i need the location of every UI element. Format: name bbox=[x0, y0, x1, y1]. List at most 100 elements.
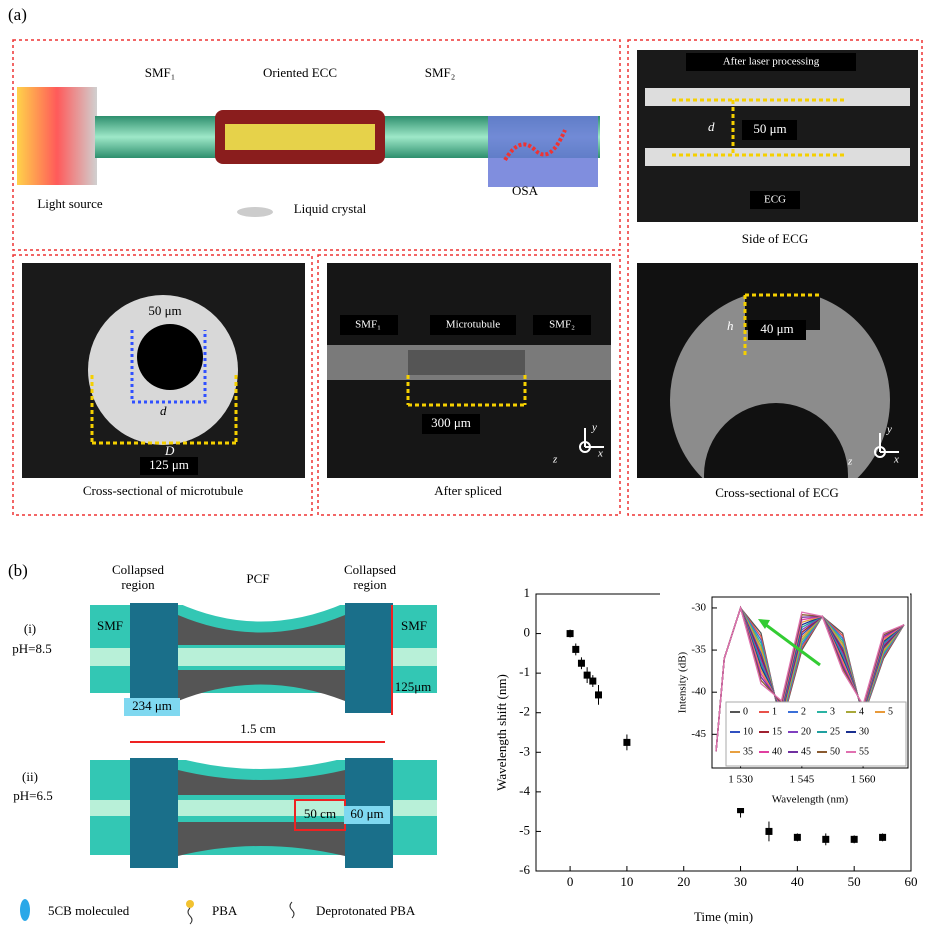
legend-label: 2 bbox=[801, 706, 806, 717]
label: SMF₁ bbox=[145, 65, 176, 80]
label: y bbox=[886, 424, 892, 436]
y-tick-label: -5 bbox=[519, 822, 530, 837]
label: Light source bbox=[37, 196, 103, 211]
x-tick-label: 10 bbox=[620, 874, 633, 889]
label: (ii) bbox=[22, 769, 38, 784]
label: 50 cm bbox=[304, 806, 336, 821]
x-tick-label: 60 bbox=[905, 874, 918, 889]
legend-label: 5CB moleculed bbox=[48, 903, 130, 918]
legend-label: 25 bbox=[830, 726, 840, 737]
caption: Side of ECG bbox=[742, 231, 808, 246]
point bbox=[578, 660, 585, 667]
y-tick-label: -30 bbox=[691, 601, 706, 613]
label: d bbox=[160, 403, 167, 418]
legend-label: 55 bbox=[859, 746, 869, 757]
label: h bbox=[727, 318, 734, 333]
label: z bbox=[552, 454, 558, 466]
caption: After spliced bbox=[434, 483, 502, 498]
label: SMF bbox=[97, 618, 123, 633]
label: Oriented ECC bbox=[263, 65, 337, 80]
label: ECG bbox=[764, 194, 786, 206]
label: SMF₁ bbox=[355, 319, 381, 331]
legend-label: Deprotonated PBA bbox=[316, 903, 416, 918]
label: 60 μm bbox=[350, 806, 383, 821]
label: pH=6.5 bbox=[13, 788, 52, 803]
label: 234 μm bbox=[132, 698, 172, 713]
legend-label: 10 bbox=[743, 726, 753, 737]
label: Collapsed region bbox=[95, 562, 181, 596]
legend-label: 50 bbox=[830, 746, 840, 757]
point bbox=[595, 691, 602, 698]
point bbox=[879, 834, 886, 841]
photo bbox=[327, 263, 611, 478]
label: Liquid crystal bbox=[294, 201, 367, 216]
label: z bbox=[847, 456, 853, 468]
x-tick-label: 20 bbox=[677, 874, 690, 889]
point bbox=[572, 646, 579, 653]
label: Collapsed region bbox=[327, 562, 413, 596]
point bbox=[822, 836, 829, 843]
label: 300 μm bbox=[431, 415, 471, 430]
legend-label: 1 bbox=[772, 706, 777, 717]
y-tick-label: -40 bbox=[691, 686, 706, 698]
x-tick-label: 50 bbox=[848, 874, 861, 889]
y-tick-label: 1 bbox=[524, 585, 531, 600]
legend-label: 20 bbox=[801, 726, 811, 737]
legend-label: 5 bbox=[888, 706, 893, 717]
label: PCF bbox=[246, 571, 269, 586]
point bbox=[765, 828, 772, 835]
y-tick-label: -45 bbox=[691, 728, 706, 740]
x-tick-label: 1 545 bbox=[789, 774, 814, 786]
label: Collapsed region bbox=[95, 562, 181, 592]
label: D bbox=[164, 443, 175, 458]
x-axis-label: Time (min) bbox=[694, 909, 753, 924]
label: 40 μm bbox=[760, 321, 793, 336]
label: 50 μm bbox=[753, 121, 786, 136]
legend-label: 30 bbox=[859, 726, 869, 737]
label: x bbox=[597, 448, 603, 460]
point bbox=[794, 834, 801, 841]
panel-label: (a) bbox=[8, 5, 27, 24]
y-tick-label: 0 bbox=[524, 625, 531, 640]
point bbox=[567, 630, 574, 637]
y-axis-label: Intensity (dB) bbox=[677, 651, 689, 713]
point bbox=[851, 836, 858, 843]
point bbox=[589, 678, 596, 685]
label: Microtubule bbox=[446, 319, 500, 331]
x-tick-label: 1 560 bbox=[851, 774, 876, 786]
label: SMF bbox=[401, 618, 427, 633]
label: 50 μm bbox=[148, 303, 181, 318]
x-tick-label: 40 bbox=[791, 874, 804, 889]
fiber-schematic bbox=[20, 603, 437, 924]
x-tick-label: 30 bbox=[734, 874, 747, 889]
label: OSA bbox=[512, 183, 539, 198]
point bbox=[623, 739, 630, 746]
x-axis-label: Wavelength (nm) bbox=[772, 794, 849, 806]
photo bbox=[637, 263, 918, 547]
caption: Cross-sectional of microtubule bbox=[83, 483, 244, 498]
photo bbox=[22, 263, 305, 478]
legend-label: 3 bbox=[830, 706, 835, 717]
figure: (a) SMF₁ Oriented ECC SMF₂ Light source … bbox=[0, 0, 929, 932]
y-tick-label: -4 bbox=[519, 783, 530, 798]
y-tick-label: -6 bbox=[519, 862, 530, 877]
label: d bbox=[708, 119, 715, 134]
label: 1.5 cm bbox=[240, 721, 275, 736]
y-tick-label: -2 bbox=[519, 704, 530, 719]
x-tick-label: 1 530 bbox=[728, 774, 753, 786]
label: 125μm bbox=[395, 679, 432, 694]
y-axis-label: Wavelength shift (nm) bbox=[494, 674, 509, 791]
legend-label: 0 bbox=[743, 706, 748, 717]
y-tick-label: -35 bbox=[691, 644, 706, 656]
legend-label: 40 bbox=[772, 746, 782, 757]
label: SMF₂ bbox=[549, 319, 575, 331]
legend-label: 35 bbox=[743, 746, 753, 757]
caption: Cross-sectional of ECG bbox=[715, 485, 838, 500]
label: pH=8.5 bbox=[12, 641, 51, 656]
label: After laser processing bbox=[723, 56, 820, 68]
y-tick-label: -1 bbox=[519, 664, 530, 679]
label: (i) bbox=[24, 621, 36, 636]
legend-label: 45 bbox=[801, 746, 811, 757]
label: 125 μm bbox=[149, 457, 189, 472]
legend-label: PBA bbox=[212, 903, 238, 918]
